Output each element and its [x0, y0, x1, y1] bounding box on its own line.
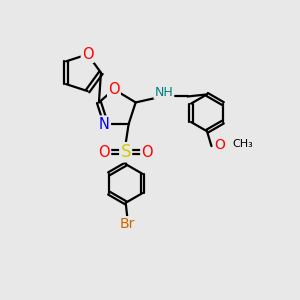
Text: Br: Br — [119, 217, 135, 231]
Text: NH: NH — [154, 85, 173, 98]
Text: CH₃: CH₃ — [233, 139, 254, 149]
Text: S: S — [120, 143, 131, 161]
Text: O: O — [98, 145, 110, 160]
Text: O: O — [82, 47, 93, 62]
Text: O: O — [214, 138, 225, 152]
Text: N: N — [99, 116, 110, 131]
Text: O: O — [141, 145, 153, 160]
Text: O: O — [108, 82, 120, 97]
